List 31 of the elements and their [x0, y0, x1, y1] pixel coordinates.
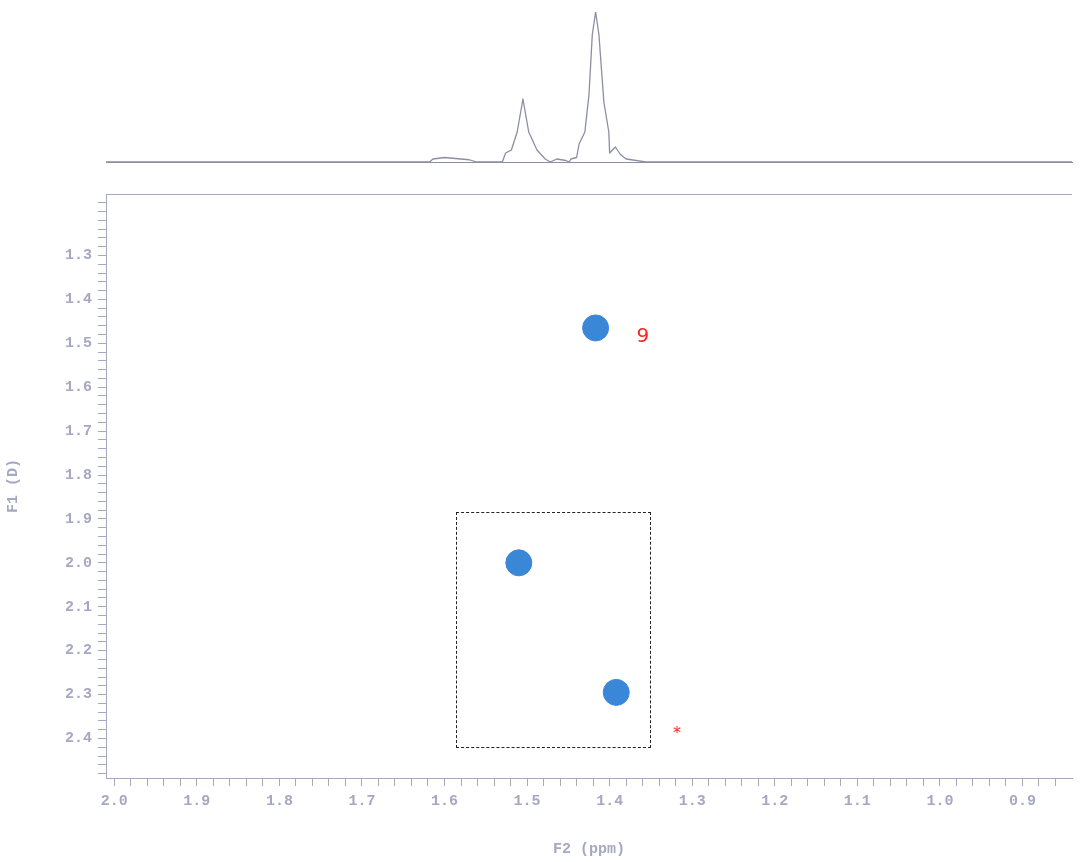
- x-tick-label: 1.3: [678, 792, 706, 810]
- y-tick-label: 1.4: [64, 291, 92, 309]
- x-tick-label: 2.0: [100, 792, 128, 810]
- y-tick-label: 2.4: [64, 730, 92, 748]
- y-tick-label: 1.5: [64, 335, 92, 353]
- y-tick-label: 2.3: [64, 686, 92, 704]
- x-tick-label: 0.9: [1008, 792, 1036, 810]
- y-tick-label: 1.8: [64, 466, 92, 484]
- x-tick-label: 1.5: [513, 792, 541, 810]
- point: [582, 314, 610, 342]
- y-tick-label: 2.2: [64, 642, 92, 660]
- y-tick-label: 1.3: [64, 247, 92, 265]
- x-tick-label: 1.1: [843, 792, 871, 810]
- x-tick-label: 1.2: [761, 792, 789, 810]
- x-tick-label: 1.9: [183, 792, 211, 810]
- y-axis-title: F1 (D): [4, 458, 22, 514]
- point: [602, 678, 630, 706]
- point: [505, 549, 533, 577]
- x-axis-title: F2 (ppm): [552, 840, 626, 858]
- y-tick-label: 2.1: [64, 598, 92, 616]
- x-tick-label: 1.7: [348, 792, 376, 810]
- x-tick-label: 1.4: [596, 792, 624, 810]
- y-tick-label: 1.7: [64, 422, 92, 440]
- x-tick-label: 1.8: [265, 792, 293, 810]
- y-tick-label: 1.9: [64, 510, 92, 528]
- annotation: 9: [636, 322, 650, 347]
- annotation: *: [673, 722, 682, 742]
- y-tick-label: 1.6: [64, 378, 92, 396]
- x-tick-label: 1.6: [431, 792, 459, 810]
- y-tick-label: 2.0: [64, 554, 92, 572]
- x-tick-label: 1.0: [926, 792, 954, 810]
